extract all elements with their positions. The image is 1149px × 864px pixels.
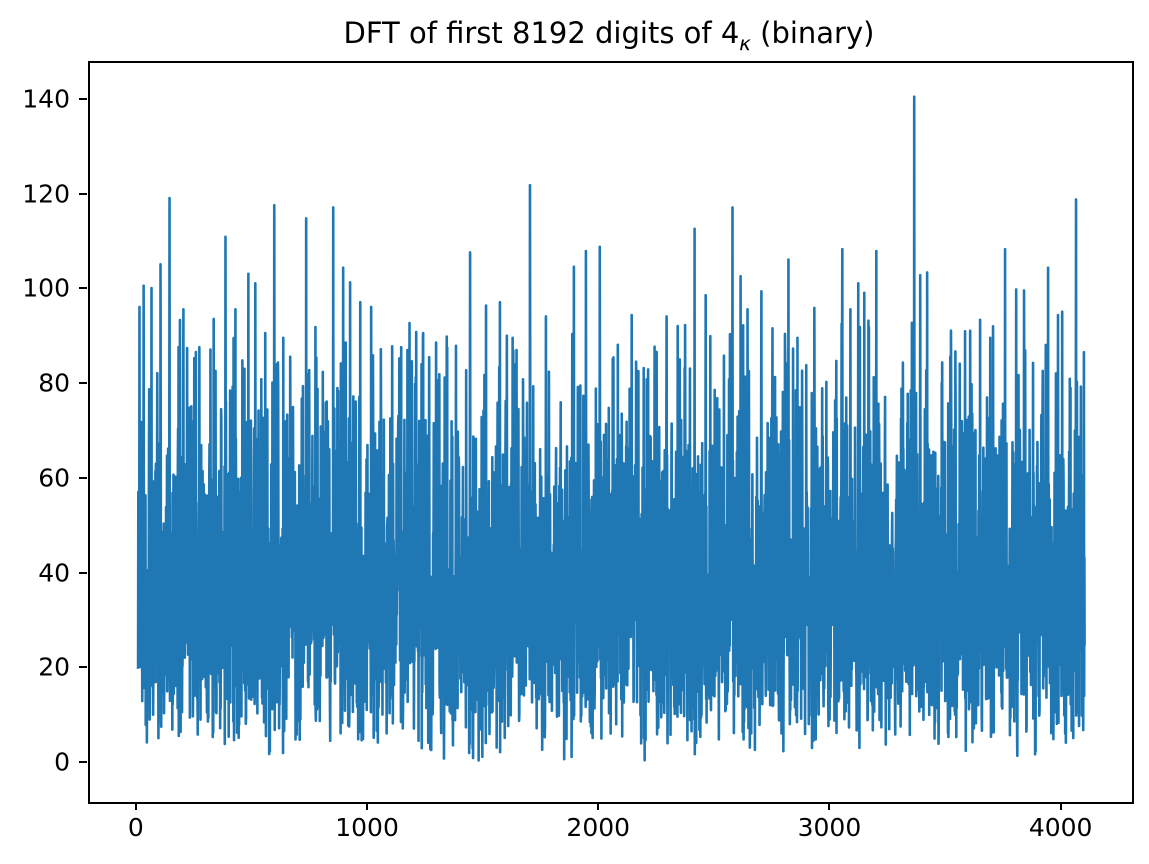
y-tick-mark — [79, 666, 87, 669]
x-tick-label: 1000 — [335, 813, 399, 842]
x-tick-label: 3000 — [797, 813, 862, 842]
chart-title-prefix: DFT of first 8192 digits of 4 — [343, 16, 740, 50]
x-tick-label: 2000 — [566, 813, 631, 842]
y-tick-mark — [79, 97, 87, 100]
y-tick-mark — [79, 761, 87, 764]
x-tick-mark — [366, 802, 369, 810]
chart-title-suffix: (binary) — [750, 16, 875, 50]
y-tick-mark — [79, 192, 87, 195]
y-tick-label: 100 — [22, 273, 70, 303]
x-tick-label: 0 — [127, 813, 144, 842]
y-tick-label: 140 — [22, 84, 70, 114]
y-tick-label: 80 — [38, 368, 70, 398]
x-tick-mark — [1059, 802, 1062, 810]
x-tick-mark — [134, 802, 137, 810]
y-tick-mark — [79, 476, 87, 479]
x-tick-mark — [828, 802, 831, 810]
x-tick-mark — [597, 802, 600, 810]
y-tick-label: 60 — [38, 463, 70, 493]
dft-line-series-canvas — [90, 63, 1132, 802]
x-tick-label: 4000 — [1028, 813, 1093, 842]
y-tick-label: 0 — [54, 747, 70, 777]
plot-area — [88, 61, 1134, 804]
y-tick-label: 120 — [22, 179, 70, 209]
chart-title-subscript-kappa: κ — [739, 31, 751, 55]
y-tick-mark — [79, 382, 87, 385]
y-tick-mark — [79, 571, 87, 574]
y-tick-label: 20 — [38, 652, 70, 682]
chart-title: DFT of first 8192 digits of 4κ (binary) — [88, 16, 1130, 53]
y-tick-mark — [79, 287, 87, 290]
y-tick-label: 40 — [38, 558, 70, 588]
